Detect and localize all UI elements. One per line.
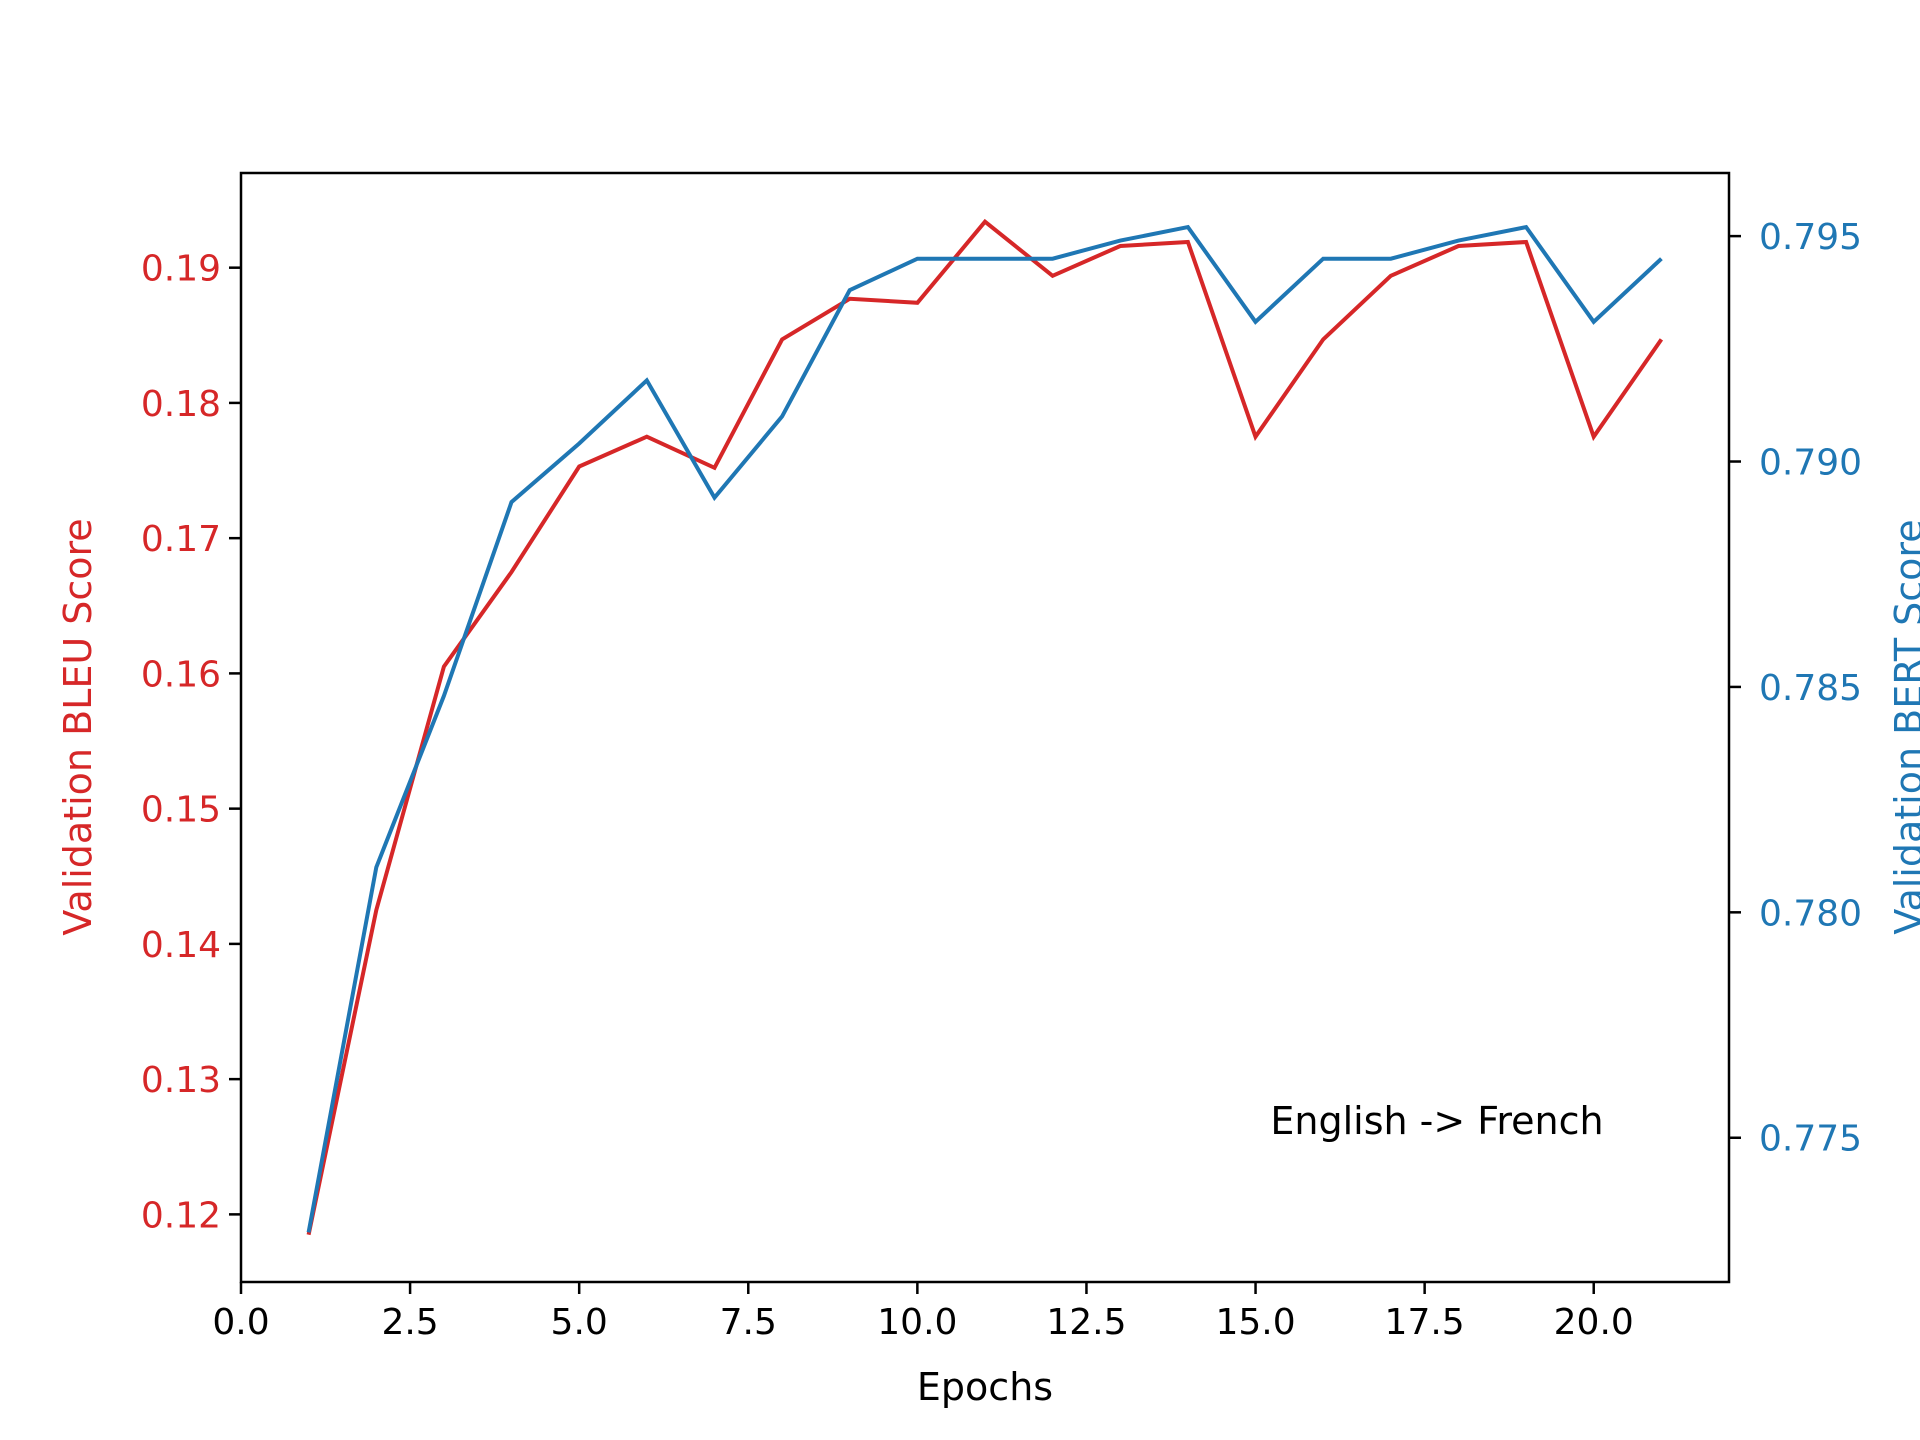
chart-annotation: English -> French (1270, 1099, 1603, 1143)
x-axis-ticks: 0.0 2.5 5.0 7.5 10.0 12.5 15.0 17.5 20.0 (212, 1282, 1634, 1343)
x-tick-label: 15.0 (1215, 1302, 1295, 1343)
y-left-tick-label: 0.12 (141, 1195, 221, 1236)
x-tick-label: 0.0 (212, 1302, 269, 1343)
y-right-tick-label: 0.795 (1759, 217, 1862, 258)
y-right-axis-title: Validation BERT Score (1887, 519, 1920, 934)
x-tick-label: 17.5 (1385, 1302, 1465, 1343)
y-left-tick-label: 0.18 (141, 384, 221, 425)
y-right-axis-ticks: 0.775 0.780 0.785 0.790 0.795 (1729, 217, 1862, 1160)
y-right-tick-label: 0.780 (1759, 893, 1862, 934)
plot-frame (239, 171, 1731, 1284)
y-left-tick-label: 0.19 (141, 249, 221, 290)
y-left-tick-label: 0.16 (141, 654, 221, 695)
y-right-tick-label: 0.785 (1759, 668, 1862, 709)
series-lines (306, 218, 1664, 1236)
y-left-tick-label: 0.17 (141, 519, 221, 560)
y-right-tick-label: 0.775 (1759, 1119, 1862, 1160)
x-axis-title: Epochs (917, 1365, 1053, 1409)
y-left-tick-label: 0.14 (141, 925, 221, 966)
x-tick-label: 10.0 (877, 1302, 957, 1343)
x-tick-label: 12.5 (1046, 1302, 1126, 1343)
x-tick-label: 5.0 (551, 1302, 608, 1343)
y-left-axis-title: Validation BLEU Score (56, 518, 100, 935)
bert-score-line (306, 224, 1663, 1233)
bleu-score-line (306, 218, 1664, 1236)
x-tick-label: 2.5 (381, 1302, 438, 1343)
y-left-tick-label: 0.15 (141, 790, 221, 831)
y-right-tick-label: 0.790 (1759, 443, 1862, 484)
y-left-axis-ticks: 0.12 0.13 0.14 0.15 0.16 0.17 0.18 0.19 (141, 249, 241, 1236)
x-tick-label: 7.5 (720, 1302, 777, 1343)
x-tick-label: 20.0 (1554, 1302, 1634, 1343)
y-left-tick-label: 0.13 (141, 1060, 221, 1101)
